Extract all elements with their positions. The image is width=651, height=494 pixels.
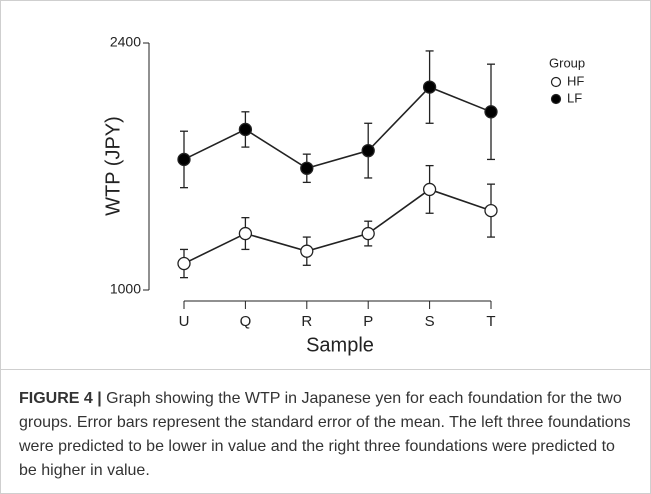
- point: [300, 161, 314, 175]
- legend-marker: [550, 93, 562, 105]
- x-axis-title: Sample: [306, 334, 374, 356]
- series-line: [183, 188, 492, 265]
- y-axis-title: WTP (JPY): [102, 116, 124, 216]
- separator: [1, 369, 650, 370]
- caption-text: Graph showing the WTP in Japanese yen fo…: [19, 390, 631, 479]
- point: [177, 256, 191, 271]
- point: [422, 80, 437, 94]
- point: [238, 122, 253, 137]
- point: [361, 226, 375, 241]
- x-tick-label: U: [179, 313, 190, 330]
- point: [484, 105, 498, 119]
- point: [484, 203, 498, 218]
- point: [238, 226, 253, 241]
- point: [300, 244, 314, 258]
- caption-label: FIGURE 4 |: [19, 390, 102, 407]
- x-tick-label: T: [486, 313, 495, 330]
- chart: WTP (JPY) Sample Group 1000 2400 U Q R P S T HF L…: [102, 34, 585, 357]
- point: [361, 143, 375, 158]
- legend-marker: [550, 76, 562, 88]
- x-tick-label: S: [425, 313, 435, 330]
- point: [177, 152, 191, 167]
- y-tick-label: 2400: [110, 34, 141, 50]
- x-tick-label: R: [301, 313, 312, 330]
- x-tick-label: P: [363, 313, 373, 330]
- x-tick-label: Q: [240, 313, 252, 330]
- series-line: [183, 86, 492, 170]
- legend-label: HF: [567, 73, 584, 88]
- caption: FIGURE 4 | Graph showing the WTP in Japa…: [19, 387, 634, 483]
- legend-title: Group: [549, 55, 585, 70]
- legend-label: LF: [567, 90, 582, 105]
- point: [422, 182, 437, 197]
- y-tick-label: 1000: [110, 281, 141, 297]
